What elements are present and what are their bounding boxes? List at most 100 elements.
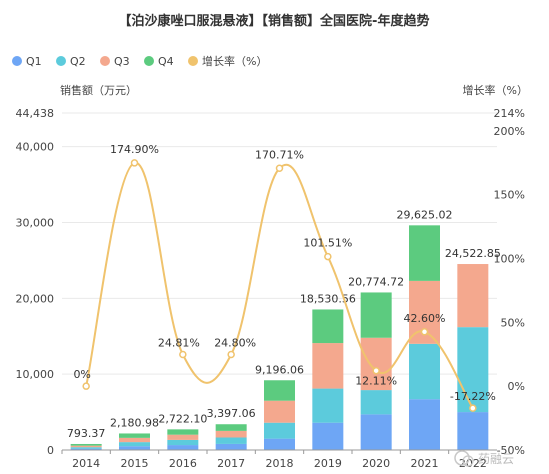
growth-label-2015: 174.90% <box>110 143 159 156</box>
x-tick-label-2016: 2016 <box>169 457 197 470</box>
growth-line-group <box>82 159 477 412</box>
legend-label-growth: 增长率（%） <box>202 54 267 68</box>
bar-total-label-2021: 29,625.02 <box>397 208 453 221</box>
bar-q2-2016 <box>167 439 199 446</box>
bar-q4-2021 <box>409 225 440 281</box>
legend-label-q2: Q2 <box>70 55 86 68</box>
growth-label-2014: 0% <box>73 368 90 381</box>
bar-q4-2016 <box>167 429 199 435</box>
right-tick-label: -50% <box>497 444 525 457</box>
growth-label-2021: 42.60% <box>404 312 446 325</box>
left-tick-label: 10,000 <box>16 368 55 381</box>
growth-label-2019: 101.51% <box>303 237 352 250</box>
right-tick-label: 214% <box>494 107 525 120</box>
left-tick-label: 44,438 <box>16 107 55 120</box>
growth-point-2022 <box>469 404 477 412</box>
bar-q1-2016 <box>167 445 199 450</box>
legend-label-q1: Q1 <box>26 55 42 68</box>
right-tick-label: 200% <box>494 125 525 138</box>
bar-q4-2018 <box>264 380 295 401</box>
growth-point-2018 <box>275 164 284 173</box>
legend-marker-growth <box>188 56 198 66</box>
bar-q1-2014 <box>70 448 102 450</box>
growth-labels: 0% 174.90% 24.81% 24.80% 170.71% 101.51% 12.11… <box>73 143 495 403</box>
bar-q1-2020 <box>360 414 392 450</box>
bar-total-label-2014: 793.37 <box>67 427 106 440</box>
bar-q2-2018 <box>264 422 295 439</box>
bar-q1-2019 <box>312 422 344 450</box>
bar-q3-2018 <box>264 400 295 423</box>
growth-label-2016: 24.81% <box>158 337 200 350</box>
growth-label-2020: 12.11% <box>355 375 397 388</box>
bar-total-label-2015: 2,180.98 <box>110 416 159 429</box>
x-tick-label-2021: 2021 <box>411 457 439 470</box>
watermark: 药融云 <box>454 450 514 467</box>
watermark-text: 药融云 <box>478 452 514 466</box>
bar-total-label-2020: 20,774.72 <box>348 275 404 288</box>
bar-q2-2021 <box>409 343 440 400</box>
bar-total-label-2018: 9,196.06 <box>255 363 304 376</box>
right-axis: -50% 0% 50% 100% 150% 200% 214% <box>494 107 525 457</box>
x-tick-label-2020: 2020 <box>362 457 390 470</box>
growth-point-2019 <box>324 252 332 261</box>
left-axis-title: 销售额（万元） <box>60 83 137 97</box>
chart-title: 【泊沙康唑口服混悬液】【销售额】全国医院-年度趋势 <box>119 13 430 29</box>
growth-label-2017: 24.80% <box>214 337 256 350</box>
legend-label-q3: Q3 <box>114 55 130 68</box>
bar-q2-2019 <box>312 388 344 423</box>
bar-q1-2021 <box>409 399 440 450</box>
bar-total-label-2016: 2,722.10 <box>158 412 207 425</box>
bar-total-label-2019: 18,530.56 <box>300 292 356 305</box>
x-tick-label-2017: 2017 <box>217 457 245 470</box>
x-tick-label-2018: 2018 <box>266 457 294 470</box>
bar-q4-2020 <box>360 292 392 338</box>
bar-q2-2022 <box>457 327 489 413</box>
right-tick-label: 100% <box>494 253 525 266</box>
bar-q2-2014 <box>70 447 102 449</box>
x-axis: 2014 2015 2016 2017 2018 2019 2020 2021 2022 <box>61 449 497 470</box>
left-tick-label: 0 <box>47 444 54 457</box>
bar-q3-2020 <box>360 337 392 391</box>
x-tick-label-2014: 2014 <box>72 457 100 470</box>
legend-marker-q3 <box>100 56 110 66</box>
legend-marker-q2 <box>56 56 66 66</box>
bar-q3-2016 <box>167 434 199 440</box>
legend-marker-q1 <box>12 56 22 66</box>
growth-point-2015 <box>130 159 139 167</box>
left-axis: 0 10,000 20,000 30,000 40,000 44,438 <box>16 107 55 457</box>
bar-q2-2020 <box>360 390 392 415</box>
growth-label-2022: -17.22% <box>450 390 496 403</box>
total-labels: 793.37 2,180.98 2,722.10 3,397.06 9,196.06 18… <box>67 208 501 440</box>
growth-point-2021 <box>420 328 429 336</box>
legend: Q1 Q2 Q3 Q4 增长率（%） <box>12 54 267 68</box>
bar-q3-2022 <box>457 264 489 328</box>
x-tick-label-2019: 2019 <box>314 457 342 470</box>
right-tick-label: 0% <box>508 380 525 393</box>
growth-point-2014 <box>82 382 90 390</box>
growth-label-2018: 170.71% <box>255 148 304 161</box>
bar-q2-2017 <box>215 437 247 444</box>
right-tick-label: 50% <box>501 316 525 329</box>
bar-q3-2014 <box>70 445 102 448</box>
legend-marker-q4 <box>144 56 154 66</box>
bar-q4-2017 <box>215 424 247 431</box>
bar-q4-2015 <box>119 433 150 438</box>
left-tick-label: 30,000 <box>16 216 55 229</box>
bar-q4-2014 <box>70 443 102 446</box>
wechat-icon-inner <box>462 455 474 467</box>
bar-q1-2015 <box>119 446 150 450</box>
x-tick-label-2015: 2015 <box>121 457 149 470</box>
bar-q3-2017 <box>215 430 247 438</box>
wechat-icon <box>454 450 470 466</box>
growth-point-2017 <box>227 350 235 359</box>
bar-q1-2022 <box>457 412 489 450</box>
growth-point-2016 <box>179 350 187 359</box>
legend-label-q4: Q4 <box>158 55 174 68</box>
bars <box>70 225 489 450</box>
bar-total-label-2017: 3,397.06 <box>207 407 256 420</box>
right-axis-title: 增长率（%） <box>463 83 528 97</box>
bar-q3-2015 <box>119 437 150 443</box>
left-tick-label: 20,000 <box>16 292 55 305</box>
left-tick-label: 40,000 <box>16 141 55 154</box>
